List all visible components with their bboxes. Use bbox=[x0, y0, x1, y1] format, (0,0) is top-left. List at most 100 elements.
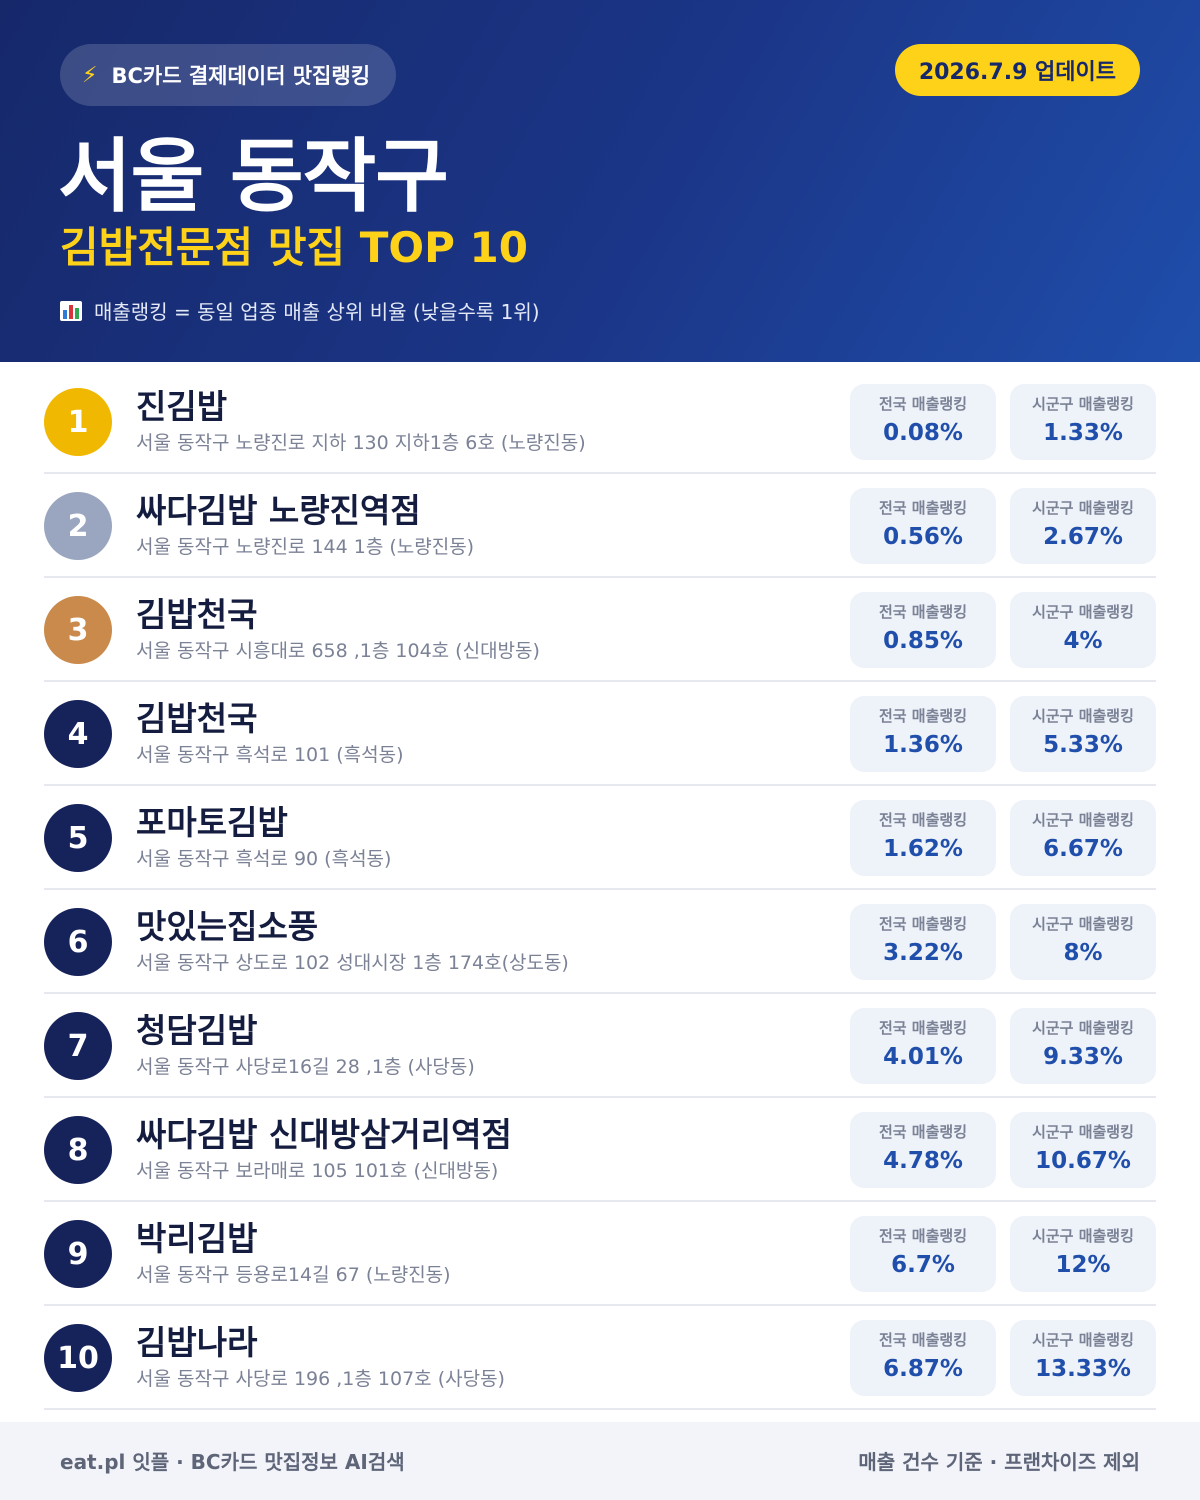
rank-badge: 3 bbox=[44, 596, 112, 664]
restaurant-address: 서울 동작구 상도로 102 성대시장 1층 174호(상도동) bbox=[136, 952, 569, 974]
restaurant-address: 서울 동작구 사당로16길 28 ,1층 (사당동) bbox=[136, 1056, 475, 1078]
restaurant-row[interactable]: 10 김밥나라 서울 동작구 사당로 196 ,1층 107호 (사당동) 전국 매출… bbox=[44, 1306, 1156, 1410]
restaurant-address: 서울 동작구 보라매로 105 101호 (신대방동) bbox=[136, 1160, 499, 1182]
bar-chart-icon bbox=[60, 300, 82, 321]
footer-note: 매출 건수 기준 · 프랜차이즈 제외 bbox=[858, 1450, 1140, 1474]
local-ranking-card: 시군구 매출랭킹 5.33% bbox=[1010, 696, 1156, 772]
restaurant-name: 맛있는집소풍 bbox=[136, 907, 319, 946]
ranking-value: 10.67% bbox=[1035, 1148, 1131, 1174]
national-ranking-card: 전국 매출랭킹 6.87% bbox=[850, 1320, 996, 1396]
restaurant-address: 서울 동작구 흑석로 90 (흑석동) bbox=[136, 848, 392, 870]
rank-badge: 4 bbox=[44, 700, 112, 768]
national-ranking-card: 전국 매출랭킹 0.56% bbox=[850, 488, 996, 564]
rank-badge: 7 bbox=[44, 1012, 112, 1080]
ranking-value: 4% bbox=[1063, 628, 1103, 654]
local-ranking-card: 시군구 매출랭킹 1.33% bbox=[1010, 384, 1156, 460]
ranking-label: 전국 매출랭킹 bbox=[878, 1123, 968, 1141]
restaurant-row[interactable]: 1 진김밥 서울 동작구 노량진로 지하 130 지하1층 6호 (노량진동) 전국 … bbox=[44, 370, 1156, 474]
restaurant-row[interactable]: 9 박리김밥 서울 동작구 등용로14길 67 (노량진동) 전국 매출랭킹 6.7% 시… bbox=[44, 1202, 1156, 1306]
category-title: 김밥전문점 맛집 TOP 10 bbox=[60, 223, 528, 272]
ranking-label: 시군구 매출랭킹 bbox=[1032, 603, 1134, 621]
ranking-label: 시군구 매출랭킹 bbox=[1032, 1123, 1134, 1141]
ranking-value: 0.85% bbox=[883, 628, 963, 654]
ranking-value: 6.67% bbox=[1043, 836, 1123, 862]
restaurant-address: 서울 동작구 시흥대로 658 ,1층 104호 (신대방동) bbox=[136, 640, 540, 662]
restaurant-list: 1 진김밥 서울 동작구 노량진로 지하 130 지하1층 6호 (노량진동) 전국 … bbox=[44, 370, 1156, 1410]
ranking-label: 전국 매출랭킹 bbox=[878, 1227, 968, 1245]
national-ranking-card: 전국 매출랭킹 0.85% bbox=[850, 592, 996, 668]
rank-badge: 2 bbox=[44, 492, 112, 560]
ranking-value: 4.01% bbox=[883, 1044, 963, 1070]
local-ranking-card: 시군구 매출랭킹 12% bbox=[1010, 1216, 1156, 1292]
source-label: BC카드 결제데이터 맛집랭킹 bbox=[111, 64, 371, 88]
rank-badge: 9 bbox=[44, 1220, 112, 1288]
ranking-value: 5.33% bbox=[1043, 732, 1123, 758]
rank-badge: 1 bbox=[44, 388, 112, 456]
ranking-label: 시군구 매출랭킹 bbox=[1032, 395, 1134, 413]
local-ranking-card: 시군구 매출랭킹 8% bbox=[1010, 904, 1156, 980]
restaurant-name: 싸다김밥 노량진역점 bbox=[136, 491, 421, 530]
restaurant-name: 포마토김밥 bbox=[136, 803, 288, 842]
local-ranking-card: 시군구 매출랭킹 4% bbox=[1010, 592, 1156, 668]
restaurant-row[interactable]: 8 싸다김밥 신대방삼거리역점 서울 동작구 보라매로 105 101호 (신대방동… bbox=[44, 1098, 1156, 1202]
rank-badge: 5 bbox=[44, 804, 112, 872]
ranking-label: 시군구 매출랭킹 bbox=[1032, 499, 1134, 517]
national-ranking-card: 전국 매출랭킹 4.01% bbox=[850, 1008, 996, 1084]
source-badge: ⚡ BC카드 결제데이터 맛집랭킹 bbox=[60, 44, 397, 106]
local-ranking-card: 시군구 매출랭킹 10.67% bbox=[1010, 1112, 1156, 1188]
ranking-label: 전국 매출랭킹 bbox=[878, 1331, 968, 1349]
restaurant-name: 청담김밥 bbox=[136, 1011, 258, 1050]
restaurant-address: 서울 동작구 사당로 196 ,1층 107호 (사당동) bbox=[136, 1368, 505, 1390]
ranking-label: 전국 매출랭킹 bbox=[878, 1019, 968, 1037]
national-ranking-card: 전국 매출랭킹 0.08% bbox=[850, 384, 996, 460]
ranking-label: 전국 매출랭킹 bbox=[878, 811, 968, 829]
update-date-badge: 2026.7.9 업데이트 bbox=[894, 44, 1140, 96]
ranking-label: 시군구 매출랭킹 bbox=[1032, 1227, 1134, 1245]
ranking-value: 0.56% bbox=[883, 524, 963, 550]
local-ranking-card: 시군구 매출랭킹 9.33% bbox=[1010, 1008, 1156, 1084]
national-ranking-card: 전국 매출랭킹 6.7% bbox=[850, 1216, 996, 1292]
lightning-icon: ⚡ bbox=[82, 62, 98, 88]
header-banner: ⚡ BC카드 결제데이터 맛집랭킹 2026.7.9 업데이트 서울 동작구 김… bbox=[0, 0, 1200, 362]
restaurant-name: 진김밥 bbox=[136, 387, 228, 426]
restaurant-name: 박리김밥 bbox=[136, 1219, 258, 1258]
national-ranking-card: 전국 매출랭킹 4.78% bbox=[850, 1112, 996, 1188]
ranking-value: 1.62% bbox=[883, 836, 963, 862]
ranking-label: 시군구 매출랭킹 bbox=[1032, 1331, 1134, 1349]
rank-badge: 10 bbox=[44, 1324, 112, 1392]
ranking-label: 시군구 매출랭킹 bbox=[1032, 1019, 1134, 1037]
ranking-value: 9.33% bbox=[1043, 1044, 1123, 1070]
restaurant-name: 김밥천국 bbox=[136, 595, 258, 634]
ranking-label: 전국 매출랭킹 bbox=[878, 707, 968, 725]
restaurant-address: 서울 동작구 노량진로 144 1층 (노량진동) bbox=[136, 536, 475, 558]
ranking-label: 시군구 매출랭킹 bbox=[1032, 707, 1134, 725]
footer: eat.pl 잇플 · BC카드 맛집정보 AI검색 매출 건수 기준 · 프랜… bbox=[0, 1422, 1200, 1500]
restaurant-address: 서울 동작구 등용로14길 67 (노량진동) bbox=[136, 1264, 451, 1286]
ranking-label: 시군구 매출랭킹 bbox=[1032, 811, 1134, 829]
ranking-value: 12% bbox=[1055, 1252, 1111, 1278]
ranking-label: 전국 매출랭킹 bbox=[878, 499, 968, 517]
local-ranking-card: 시군구 매출랭킹 13.33% bbox=[1010, 1320, 1156, 1396]
rank-badge: 6 bbox=[44, 908, 112, 976]
ranking-value: 4.78% bbox=[883, 1148, 963, 1174]
legend-text: 매출랭킹 = 동일 업종 매출 상위 비율 (낮을수록 1위) bbox=[94, 300, 540, 324]
ranking-value: 1.33% bbox=[1043, 420, 1123, 446]
ranking-value: 0.08% bbox=[883, 420, 963, 446]
restaurant-name: 김밥천국 bbox=[136, 699, 258, 738]
ranking-value: 6.87% bbox=[883, 1356, 963, 1382]
ranking-label: 시군구 매출랭킹 bbox=[1032, 915, 1134, 933]
national-ranking-card: 전국 매출랭킹 3.22% bbox=[850, 904, 996, 980]
restaurant-name: 싸다김밥 신대방삼거리역점 bbox=[136, 1115, 512, 1154]
restaurant-row[interactable]: 4 김밥천국 서울 동작구 흑석로 101 (흑석동) 전국 매출랭킹 1.36% 시군구… bbox=[44, 682, 1156, 786]
national-ranking-card: 전국 매출랭킹 1.36% bbox=[850, 696, 996, 772]
ranking-value: 13.33% bbox=[1035, 1356, 1131, 1382]
local-ranking-card: 시군구 매출랭킹 2.67% bbox=[1010, 488, 1156, 564]
ranking-value: 3.22% bbox=[883, 940, 963, 966]
restaurant-address: 서울 동작구 흑석로 101 (흑석동) bbox=[136, 744, 404, 766]
footer-credit: eat.pl 잇플 · BC카드 맛집정보 AI검색 bbox=[60, 1450, 405, 1474]
